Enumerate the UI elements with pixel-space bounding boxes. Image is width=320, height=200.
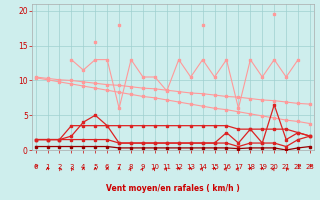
X-axis label: Vent moyen/en rafales ( km/h ): Vent moyen/en rafales ( km/h ) [106, 184, 240, 193]
